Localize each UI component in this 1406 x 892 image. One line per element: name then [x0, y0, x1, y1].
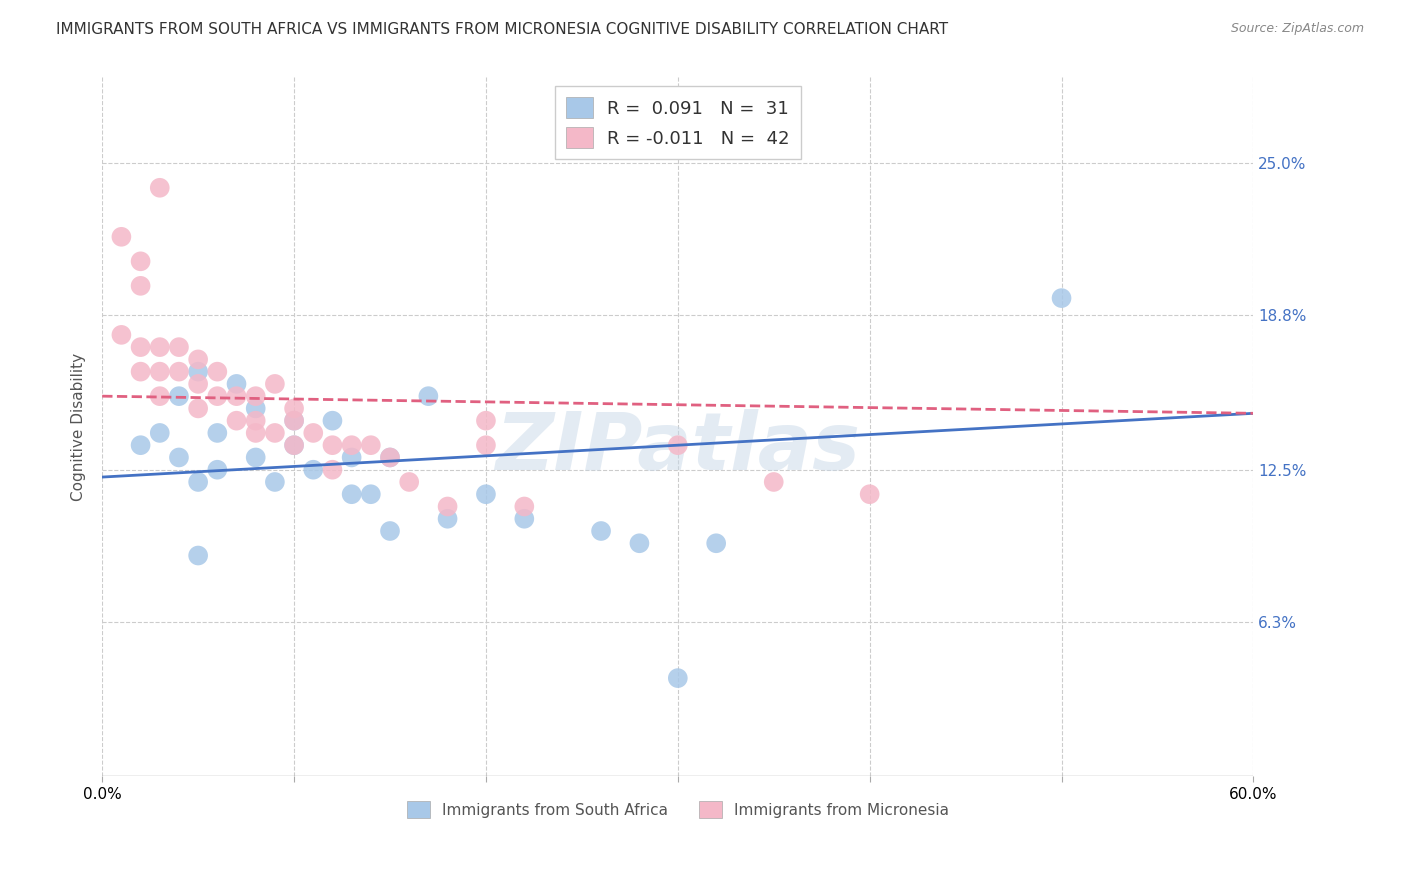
Point	[187, 352, 209, 367]
Point	[167, 450, 190, 465]
Point	[302, 425, 325, 440]
Point	[187, 401, 209, 416]
Point	[245, 389, 267, 403]
Point	[283, 414, 305, 428]
Point	[302, 463, 325, 477]
Point	[340, 450, 363, 465]
Point	[187, 475, 209, 489]
Point	[264, 376, 287, 391]
Text: Source: ZipAtlas.com: Source: ZipAtlas.com	[1230, 22, 1364, 36]
Point	[207, 463, 229, 477]
Point	[187, 376, 209, 391]
Point	[859, 487, 882, 501]
Point	[340, 487, 363, 501]
Point	[129, 278, 152, 293]
Point	[207, 389, 229, 403]
Point	[1050, 291, 1073, 305]
Y-axis label: Cognitive Disability: Cognitive Disability	[72, 352, 86, 501]
Point	[129, 365, 152, 379]
Point	[321, 438, 343, 452]
Point	[436, 512, 458, 526]
Point	[264, 475, 287, 489]
Point	[704, 536, 727, 550]
Point	[666, 438, 689, 452]
Point	[283, 438, 305, 452]
Point	[225, 389, 247, 403]
Point	[167, 365, 190, 379]
Point	[225, 376, 247, 391]
Point	[149, 365, 172, 379]
Point	[666, 671, 689, 685]
Text: ZIPatlas: ZIPatlas	[495, 409, 860, 487]
Point	[149, 425, 172, 440]
Point	[762, 475, 785, 489]
Point	[245, 425, 267, 440]
Point	[513, 500, 536, 514]
Point	[129, 254, 152, 268]
Point	[207, 425, 229, 440]
Legend: Immigrants from South Africa, Immigrants from Micronesia: Immigrants from South Africa, Immigrants…	[401, 795, 955, 824]
Point	[110, 229, 132, 244]
Point	[340, 438, 363, 452]
Point	[167, 340, 190, 354]
Point	[321, 463, 343, 477]
Point	[513, 512, 536, 526]
Point	[149, 389, 172, 403]
Point	[398, 475, 420, 489]
Point	[245, 401, 267, 416]
Point	[149, 181, 172, 195]
Point	[378, 450, 401, 465]
Point	[571, 34, 593, 48]
Point	[628, 536, 651, 550]
Point	[418, 389, 440, 403]
Point	[110, 327, 132, 342]
Point	[378, 450, 401, 465]
Point	[360, 487, 382, 501]
Point	[360, 438, 382, 452]
Point	[283, 438, 305, 452]
Point	[589, 524, 612, 538]
Point	[475, 414, 498, 428]
Point	[436, 500, 458, 514]
Point	[187, 549, 209, 563]
Point	[264, 425, 287, 440]
Point	[187, 365, 209, 379]
Point	[378, 524, 401, 538]
Point	[167, 389, 190, 403]
Point	[149, 340, 172, 354]
Point	[283, 414, 305, 428]
Text: IMMIGRANTS FROM SOUTH AFRICA VS IMMIGRANTS FROM MICRONESIA COGNITIVE DISABILITY : IMMIGRANTS FROM SOUTH AFRICA VS IMMIGRAN…	[56, 22, 949, 37]
Point	[207, 365, 229, 379]
Point	[129, 438, 152, 452]
Point	[475, 487, 498, 501]
Point	[129, 340, 152, 354]
Point	[245, 414, 267, 428]
Point	[475, 438, 498, 452]
Point	[225, 414, 247, 428]
Point	[321, 414, 343, 428]
Point	[283, 401, 305, 416]
Point	[245, 450, 267, 465]
